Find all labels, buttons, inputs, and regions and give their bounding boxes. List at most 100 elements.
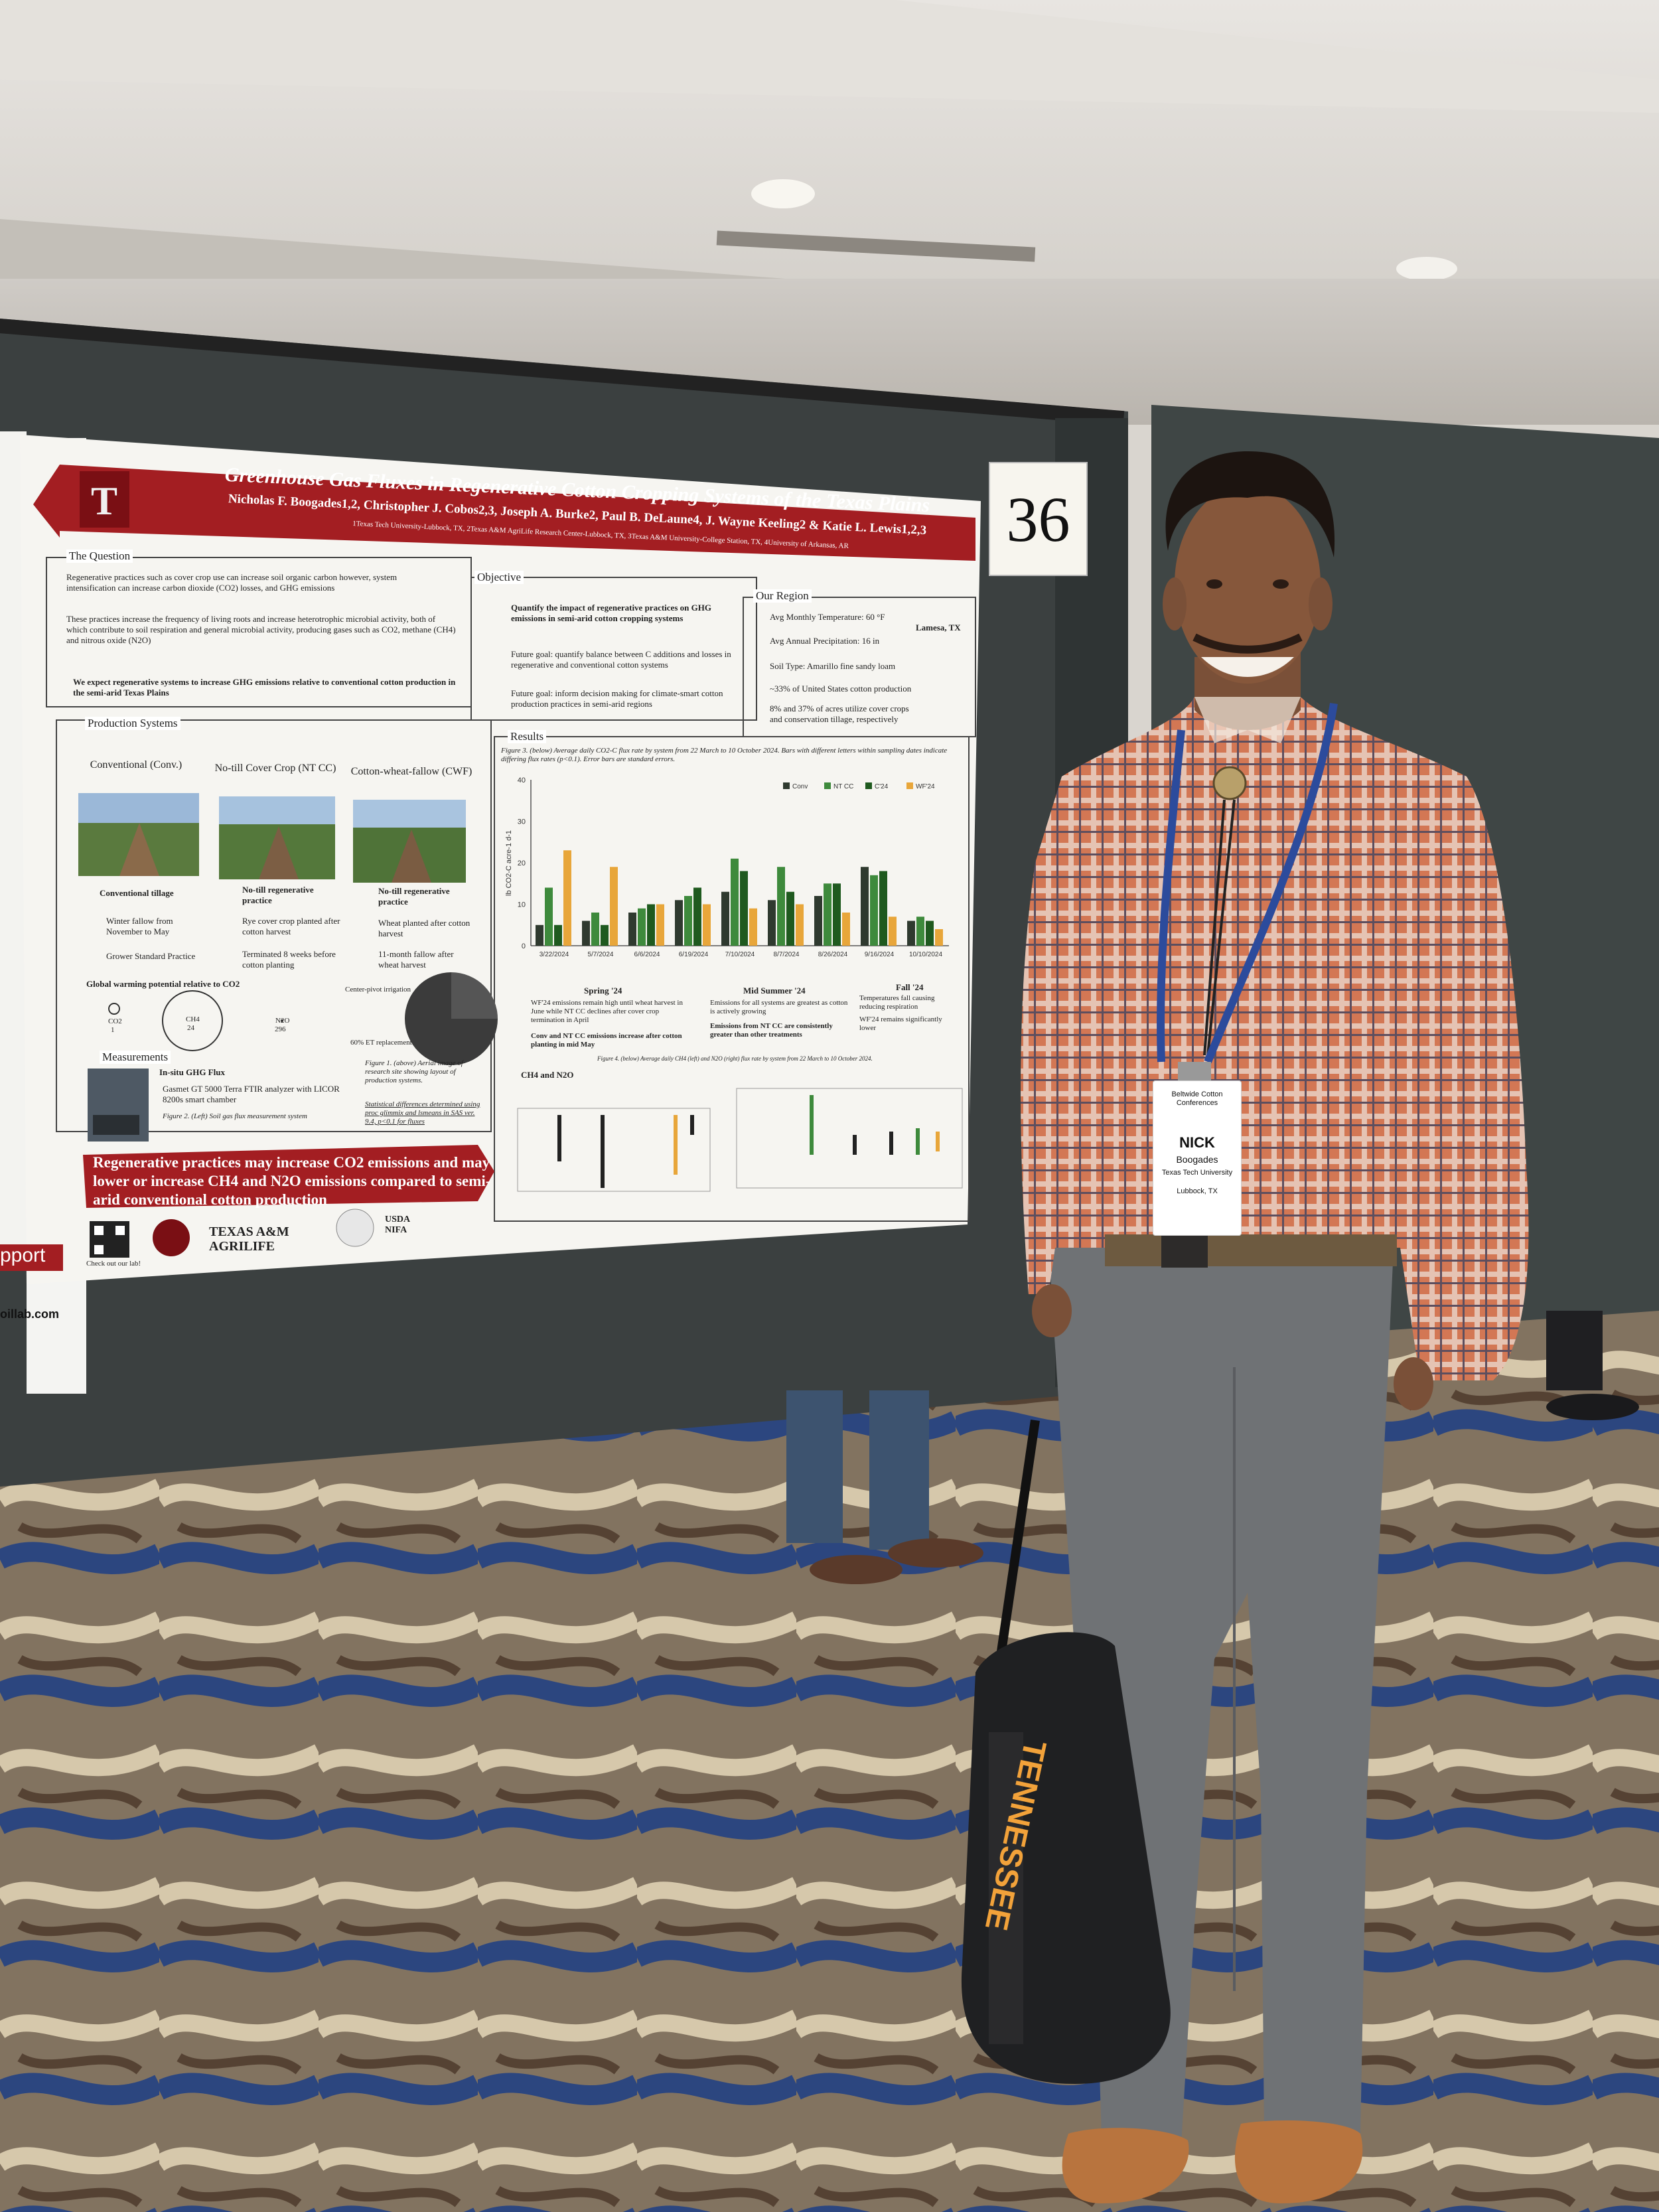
aerial-caption: Figure 1. (above) Aerial image of resear…: [365, 1059, 463, 1084]
bar: [740, 871, 748, 946]
bar: [749, 908, 757, 946]
bar: [628, 913, 636, 946]
badge-event: Beltwide Cotton Conferences: [1171, 1090, 1223, 1107]
bar: [656, 904, 664, 946]
bar: [777, 867, 785, 946]
ntcc-line-2: Rye cover crop planted after cotton harv…: [242, 916, 340, 936]
bar: [842, 913, 850, 946]
bar: [731, 858, 739, 946]
region-soil: Soil Type: Amarillo fine sandy loam: [770, 661, 896, 671]
production-heading: Production Systems: [85, 717, 180, 730]
badge-city: Lubbock, TX: [1177, 1187, 1218, 1195]
season-spring: Spring '24: [584, 986, 622, 995]
objective-item-3: Future goal: inform decision making for …: [511, 688, 723, 709]
qr-caption: Check out our lab!: [86, 1260, 141, 1268]
measurements-heading: Measurements: [100, 1051, 171, 1064]
season-fall: Fall '24: [896, 982, 924, 992]
name-badge: Beltwide Cotton Conferences NICK Boogade…: [1153, 1080, 1242, 1236]
region-temp: Avg Monthly Temperature: 60 °F: [770, 612, 885, 622]
irrigation-label: Center-pivot irrigation: [345, 986, 411, 994]
belt: [1105, 1234, 1397, 1266]
n2o-bars: [810, 1095, 940, 1155]
measurements-subheading: In-situ GHG Flux: [159, 1067, 225, 1077]
bar: [582, 921, 590, 946]
bar: [638, 908, 646, 946]
agrilife-logo: TEXAS A&M AGRILIFE: [209, 1224, 289, 1254]
bar: [814, 896, 822, 946]
bar: [870, 875, 878, 946]
bar: [536, 924, 543, 946]
bar: [935, 929, 943, 946]
bar: [693, 887, 701, 946]
bar: [545, 887, 553, 946]
badge-org: Texas Tech University: [1161, 1169, 1233, 1177]
conv-line-2: Winter fallow from November to May: [106, 916, 173, 936]
bar: [926, 921, 934, 946]
region-adoption: 8% and 37% of acres utilize cover crops …: [770, 703, 909, 724]
conclusion-banner: Regenerative practices may increase CO2 …: [93, 1154, 491, 1208]
system-ntcc: No-till Cover Crop (NT CC): [214, 763, 336, 774]
bar: [796, 904, 804, 946]
plaid-shirt: [1021, 697, 1529, 1380]
bar: [889, 917, 897, 946]
left-poster-support: pport: [0, 1244, 63, 1271]
poster-number-card: 36: [989, 462, 1088, 576]
fig3-caption: Figure 3. (below) Average daily CO2-C fl…: [501, 747, 948, 763]
question-heading: The Question: [66, 550, 133, 563]
usda-logo: USDA NIFA: [385, 1215, 410, 1235]
gwp-ch4-gas: CH4: [186, 1015, 200, 1023]
legend-swatch: [865, 782, 872, 789]
bar: [563, 850, 571, 946]
question-bullet-2: These practices increase the frequency o…: [66, 614, 456, 645]
region-location: Lamesa, TX: [916, 623, 961, 632]
texas-tech-logo: T: [91, 479, 117, 523]
y-tick-label: 30: [518, 818, 526, 826]
x-tick-label: 5/7/2024: [588, 951, 614, 958]
region-precip: Avg Annual Precipitation: 16 in: [770, 636, 880, 646]
x-tick-label: 3/22/2024: [540, 951, 569, 958]
bar: [916, 917, 924, 946]
season-summer: Mid Summer '24: [743, 986, 806, 995]
legend-label: C'24: [875, 783, 889, 790]
region-share: ~33% of United States cotton production: [770, 684, 912, 694]
bolo-tie-clasp: [1212, 766, 1247, 800]
bar: [833, 883, 841, 946]
x-tick-label: 10/10/2024: [909, 951, 942, 958]
y-tick-label: 0: [522, 942, 526, 950]
left-shoe: [1062, 2128, 1189, 2203]
results-heading: Results: [508, 730, 547, 743]
bar: [703, 904, 711, 946]
x-tick-label: 7/10/2024: [725, 951, 755, 958]
x-tick-label: 9/16/2024: [865, 951, 895, 958]
summer-line-1: Emissions for all systems are greatest a…: [710, 999, 848, 1015]
legend-swatch: [783, 782, 790, 789]
badge-last-name: Boogades: [1176, 1154, 1218, 1165]
bar: [861, 867, 869, 946]
bar: [684, 896, 692, 946]
x-tick-label: 8/7/2024: [774, 951, 800, 958]
region-heading: Our Region: [753, 589, 812, 603]
conv-line-3: Grower Standard Practice: [106, 951, 196, 961]
cwf-line-3: 11-month fallow after wheat harvest: [378, 949, 454, 970]
objective-item-1: Quantify the impact of regenerative prac…: [511, 603, 711, 623]
stats-note: Statistical differences determined using…: [365, 1100, 480, 1126]
face: [1175, 484, 1321, 684]
measurements-item: Gasmet GT 5000 Terra FTIR analyzer with …: [163, 1084, 340, 1104]
tech-seal-icon: [153, 1219, 190, 1256]
gwp-co2-gas: CO2: [108, 1017, 122, 1025]
fall-line-2: WF'24 remains significantly lower: [859, 1015, 942, 1032]
bar: [591, 913, 599, 946]
spring-line-1: WF'24 emissions remain high until wheat …: [531, 999, 683, 1024]
bar: [768, 900, 776, 946]
bar: [907, 921, 915, 946]
bar: [675, 900, 683, 946]
bar: [554, 924, 562, 946]
y-axis-label: lb CO2-C acre-1 d-1: [505, 830, 513, 896]
cwf-line-1: No-till regenerative practice: [378, 886, 450, 907]
fig4-caption: Figure 4. (below) Average daily CH4 (lef…: [597, 1055, 873, 1062]
y-tick-label: 40: [518, 776, 526, 784]
et-label: 60% ET replacement: [350, 1039, 412, 1047]
bar: [647, 904, 655, 946]
y-tick-label: 20: [518, 859, 526, 867]
x-tick-label: 6/6/2024: [634, 951, 660, 958]
